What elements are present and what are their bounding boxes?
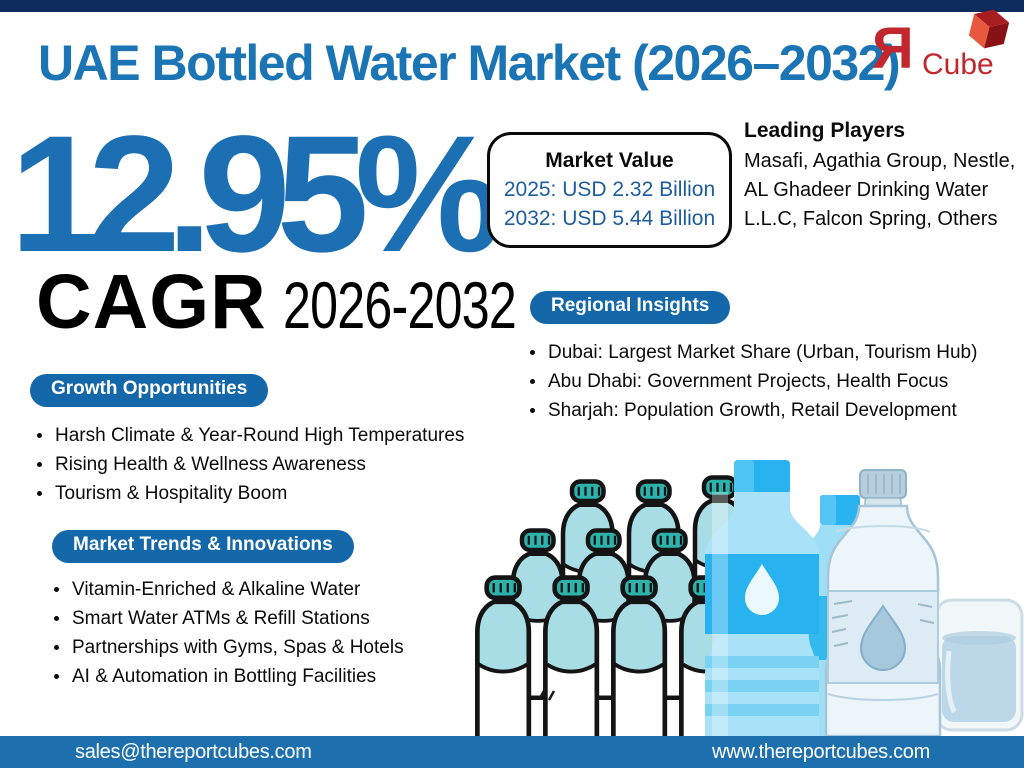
leading-players: Leading Players Masafi, Agathia Group, N… — [744, 119, 1016, 234]
flat-bottle-front-icon — [705, 460, 819, 736]
list-item-text: Tourism & Hospitality Boom — [55, 483, 288, 504]
list-item: Sharjah: Population Growth, Retail Devel… — [529, 396, 977, 425]
list-item: Dubai: Largest Market Share (Urban, Tour… — [529, 338, 977, 367]
water-bottles-illustration — [474, 460, 1024, 737]
bullet-dot — [37, 433, 42, 438]
bullet-dot — [54, 674, 59, 679]
bullet-dot — [54, 645, 59, 650]
bullet-dot — [54, 587, 59, 592]
market-value-heading: Market Value — [545, 149, 674, 172]
growth-opportunities-pill: Growth Opportunities — [30, 374, 269, 407]
regional-insights-list: Dubai: Largest Market Share (Urban, Tour… — [529, 338, 977, 425]
bottle-pack-illustration — [477, 478, 760, 737]
footer-bar: sales@thereportcubes.com www.thereportcu… — [0, 736, 1024, 768]
cagr-value: 12.95% — [10, 102, 502, 287]
bullet-dot — [37, 491, 42, 496]
footer-website: www.thereportcubes.com — [712, 740, 930, 763]
rcube-cube-icon — [968, 9, 1010, 49]
list-item-text: Vitamin-Enriched & Alkaline Water — [72, 579, 361, 600]
rcube-logo: Я Cube — [862, 8, 1018, 98]
rcube-r-glyph: Я — [872, 16, 914, 81]
market-value-2032: 2032: USD 5.44 Billion — [503, 207, 716, 230]
list-item: Partnerships with Gyms, Spas & Hotels — [53, 633, 404, 662]
list-item-text: AI & Automation in Bottling Facilities — [72, 666, 377, 687]
leading-players-list: Masafi, Agathia Group, Nestle, AL Ghadee… — [744, 150, 1016, 230]
cagr-row: CAGR 2026-2032 — [36, 264, 589, 341]
bullet-dot — [54, 616, 59, 621]
list-item: Tourism & Hospitality Boom — [36, 479, 464, 508]
regional-insights-pill: Regional Insights — [530, 291, 731, 324]
bullet-dot — [530, 379, 535, 384]
market-trends-list: Vitamin-Enriched & Alkaline Water Smart … — [53, 575, 404, 691]
cagr-label: CAGR — [36, 259, 267, 345]
list-item: Vitamin-Enriched & Alkaline Water — [53, 575, 404, 604]
leading-players-heading: Leading Players — [744, 119, 906, 142]
footer-email: sales@thereportcubes.com — [75, 740, 312, 763]
list-item: AI & Automation in Bottling Facilities — [53, 662, 404, 691]
list-item-text: Partnerships with Gyms, Spas & Hotels — [72, 637, 404, 658]
bullet-dot — [530, 350, 535, 355]
water-glass-icon — [934, 598, 1024, 732]
list-item-text: Rising Health & Wellness Awareness — [55, 454, 366, 475]
bullet-dot — [37, 462, 42, 467]
cagr-period: 2026-2032 — [282, 268, 517, 342]
market-trends-pill: Market Trends & Innovations — [52, 530, 354, 563]
list-item-text: Abu Dhabi: Government Projects, Health F… — [548, 371, 949, 392]
list-item: Smart Water ATMs & Refill Stations — [53, 604, 404, 633]
top-accent-bar — [0, 0, 1024, 12]
market-value-2025: 2025: USD 2.32 Billion — [503, 178, 716, 201]
market-value-card: Market Value 2025: USD 2.32 Billion 2032… — [487, 132, 732, 248]
list-item-text: Dubai: Largest Market Share (Urban, Tour… — [548, 342, 978, 363]
watercolor-bottle-icon — [824, 469, 942, 736]
list-item-text: Sharjah: Population Growth, Retail Devel… — [548, 400, 957, 421]
list-item: Abu Dhabi: Government Projects, Health F… — [529, 367, 977, 396]
list-item: Harsh Climate & Year-Round High Temperat… — [36, 421, 464, 450]
growth-opportunities-list: Harsh Climate & Year-Round High Temperat… — [36, 421, 464, 508]
rcube-wordmark: Cube — [922, 48, 994, 81]
list-item-text: Smart Water ATMs & Refill Stations — [72, 608, 370, 629]
page-title: UAE Bottled Water Market (2026–2032) — [38, 35, 901, 91]
list-item: Rising Health & Wellness Awareness — [36, 450, 464, 479]
bullet-dot — [530, 408, 535, 413]
list-item-text: Harsh Climate & Year-Round High Temperat… — [55, 425, 465, 446]
